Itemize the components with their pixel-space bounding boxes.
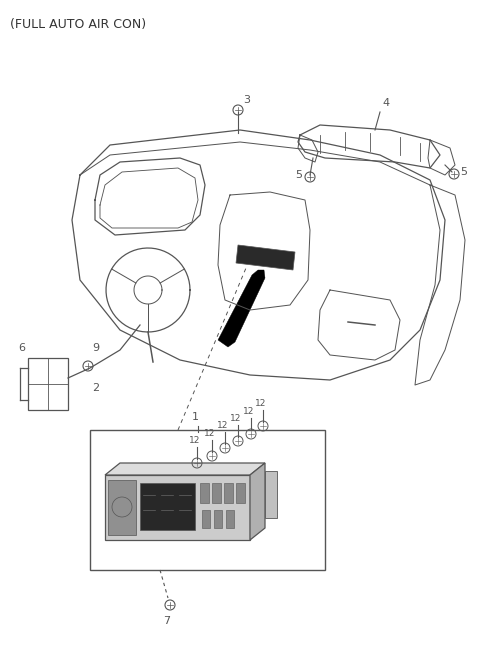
Text: 3: 3 [243,95,250,105]
Bar [140,483,195,530]
Text: 9: 9 [92,343,99,353]
Bar [90,430,325,570]
Text: 6: 6 [18,343,25,353]
Text: 5: 5 [460,167,467,177]
Text: 12: 12 [204,429,216,438]
Polygon shape [105,463,265,475]
Polygon shape [218,270,265,347]
Bar [108,480,136,535]
Text: 4: 4 [382,98,389,108]
Bar [236,483,245,503]
Text: 12: 12 [230,414,241,423]
Bar [28,358,68,410]
Bar [212,483,221,503]
Text: 12: 12 [255,399,266,408]
Text: 12: 12 [189,436,200,445]
Text: 5: 5 [295,170,302,180]
Bar [265,471,277,518]
Bar [200,483,209,503]
Bar [105,475,250,540]
Text: 1: 1 [192,412,199,422]
Text: 12: 12 [217,421,228,430]
Text: (FULL AUTO AIR CON): (FULL AUTO AIR CON) [10,18,146,31]
Bar [202,510,210,528]
Text: 7: 7 [163,616,170,626]
Bar [224,483,233,503]
Bar [226,510,234,528]
Polygon shape [236,245,295,270]
Text: 2: 2 [92,383,99,393]
Bar [214,510,222,528]
Text: 12: 12 [243,407,254,416]
Polygon shape [250,463,265,540]
